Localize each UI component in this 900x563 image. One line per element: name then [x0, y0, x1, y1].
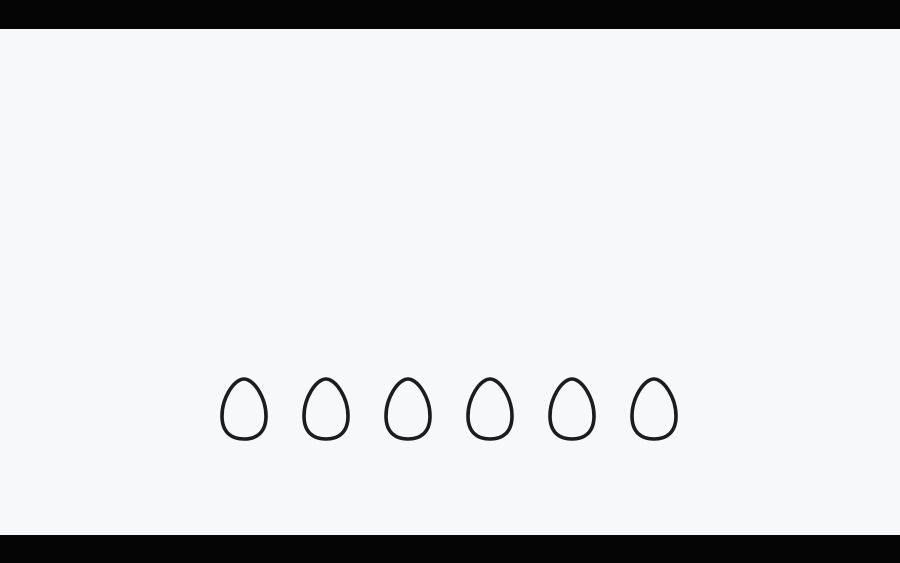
- letterbox-top: [0, 0, 900, 29]
- egg-outline-icon: [466, 377, 514, 441]
- egg-outline-icon: [384, 377, 432, 441]
- egg-outline-icon: [302, 377, 350, 441]
- egg-outline-icon: [548, 377, 596, 441]
- egg-outline-icon: [630, 377, 678, 441]
- egg-row: [218, 376, 688, 442]
- letterbox-bottom: [0, 535, 900, 563]
- egg-outline-icon: [220, 377, 268, 441]
- game-stage[interactable]: [0, 29, 900, 535]
